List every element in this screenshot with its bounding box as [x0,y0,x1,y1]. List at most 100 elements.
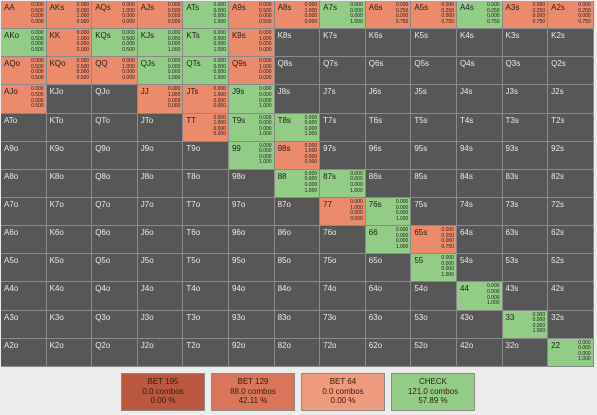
hand-cell[interactable]: 22 0.000 0.000 0.000 1.000 [548,338,594,367]
legend-item[interactable]: BET 129 88.0 combos 42.11 % [211,373,295,411]
hand-cell[interactable]: 84o [274,282,321,311]
hand-cell[interactable]: 55 0.000 0.000 0.000 1.000 [411,254,457,283]
hand-cell[interactable]: J8o [137,169,184,198]
hand-cell[interactable]: AQo 0.000 0.500 0.000 0.500 [1,57,47,86]
hand-cell[interactable]: 84s [456,169,503,198]
hand-cell[interactable]: 63s [502,226,549,255]
hand-cell[interactable]: 86s [365,169,412,198]
hand-cell[interactable]: 98o [228,169,275,198]
hand-cell[interactable]: A2s 0.000 0.250 0.000 0.750 [548,1,594,30]
hand-cell[interactable]: 76s 0.000 0.000 0.000 1.000 [365,197,412,227]
hand-cell[interactable]: A5o [1,254,47,283]
hand-cell[interactable]: 85s [411,169,457,198]
hand-cell[interactable]: 65o [365,254,412,283]
hand-cell[interactable]: KQs 0.000 0.500 0.000 0.500 [92,29,138,58]
hand-cell[interactable]: A8o [1,169,47,198]
hand-cell[interactable]: 93s [502,141,549,170]
hand-cell[interactable]: Q6s [365,57,412,86]
hand-cell[interactable]: 73s [502,197,549,227]
hand-cell[interactable]: TT 0.000 1.000 0.000 0.000 [183,113,229,142]
hand-cell[interactable]: K5o [46,254,93,283]
hand-cell[interactable]: Q7o [92,197,138,227]
hand-cell[interactable]: 54s [456,254,503,283]
hand-cell[interactable]: 65s 0.000 0.250 0.000 0.750 [411,226,457,255]
hand-cell[interactable]: 94o [228,282,275,311]
hand-cell[interactable]: 99 0.000 0.000 0.000 1.000 [228,141,275,170]
hand-cell[interactable]: Q7s [320,57,366,86]
hand-cell[interactable]: Q2o [92,338,138,367]
hand-cell[interactable]: T6o [183,226,229,255]
hand-cell[interactable]: K4o [46,282,93,311]
hand-cell[interactable]: K2s [548,29,594,58]
hand-cell[interactable]: Q3o [92,310,138,339]
hand-cell[interactable]: 62o [365,338,412,367]
hand-cell[interactable]: KTs 0.000 0.000 0.000 1.000 [183,29,229,58]
hand-cell[interactable]: KQo 0.000 0.500 0.000 0.500 [46,57,93,86]
hand-cell[interactable]: 63o [365,310,412,339]
hand-cell[interactable]: K5s [411,29,457,58]
hand-cell[interactable]: KTo [46,113,93,142]
hand-cell[interactable]: J7o [137,197,184,227]
hand-cell[interactable]: ATo [1,113,47,142]
hand-cell[interactable]: AKo 0.000 0.500 0.000 0.500 [1,29,47,58]
hand-cell[interactable]: 54o [411,282,457,311]
hand-cell[interactable]: A3s 0.000 0.250 0.000 0.750 [502,1,549,30]
hand-cell[interactable]: 92s [548,141,594,170]
hand-cell[interactable]: 52s [548,254,594,283]
hand-cell[interactable]: Q8o [92,169,138,198]
hand-cell[interactable]: 87o [274,197,321,227]
hand-cell[interactable]: J3o [137,310,184,339]
hand-cell[interactable]: 72s [548,197,594,227]
hand-cell[interactable]: 64o [365,282,412,311]
hand-cell[interactable]: JTs 0.000 1.000 0.000 0.000 [183,85,229,114]
hand-cell[interactable]: 42s [548,282,594,311]
hand-cell[interactable]: T2s [548,113,594,142]
hand-cell[interactable]: J4o [137,282,184,311]
hand-cell[interactable]: T6s [365,113,412,142]
hand-cell[interactable]: 87s 0.000 0.000 0.000 1.000 [320,169,366,198]
hand-cell[interactable]: Q3s [502,57,549,86]
hand-cell[interactable]: 95o [228,254,275,283]
hand-cell[interactable]: K9s 0.000 1.000 0.000 0.000 [228,29,275,58]
hand-cell[interactable]: A4s 0.000 0.250 0.000 0.750 [456,1,503,30]
hand-cell[interactable]: J2o [137,338,184,367]
hand-cell[interactable]: Q8s [274,57,321,86]
hand-cell[interactable]: 82s [548,169,594,198]
hand-cell[interactable]: A6s 0.000 0.250 0.000 0.750 [365,1,412,30]
hand-cell[interactable]: J8s [274,85,321,114]
hand-cell[interactable]: QJs 0.000 0.000 0.000 1.000 [137,57,184,86]
hand-cell[interactable]: K2o [46,338,93,367]
hand-cell[interactable]: A3o [1,310,47,339]
hand-cell[interactable]: K7o [46,197,93,227]
hand-cell[interactable]: J6o [137,226,184,255]
hand-cell[interactable]: T4o [183,282,229,311]
hand-cell[interactable]: Q9o [92,141,138,170]
hand-cell[interactable]: A5s 0.000 0.250 0.000 0.750 [411,1,457,30]
hand-cell[interactable]: Q6o [92,226,138,255]
hand-cell[interactable]: Q9s 0.000 1.000 0.000 0.000 [228,57,275,86]
hand-cell[interactable]: JTo [137,113,184,142]
hand-cell[interactable]: JJ 0.000 1.000 0.000 0.000 [137,85,184,114]
hand-cell[interactable]: 43s [502,282,549,311]
hand-cell[interactable]: T2o [183,338,229,367]
hand-cell[interactable]: 66 0.000 0.000 0.000 1.000 [365,226,412,255]
hand-cell[interactable]: K6s [365,29,412,58]
hand-cell[interactable]: 74s [456,197,503,227]
hand-cell[interactable]: 72o [320,338,366,367]
hand-cell[interactable]: 97s [320,141,366,170]
hand-cell[interactable]: Q5s [411,57,457,86]
hand-cell[interactable]: 73o [320,310,366,339]
hand-cell[interactable]: QTo [92,113,138,142]
hand-cell[interactable]: AA 0.000 0.500 0.500 0.000 [1,1,47,30]
hand-cell[interactable]: QTs 0.000 0.000 0.000 1.000 [183,57,229,86]
hand-cell[interactable]: KJs 0.000 0.000 0.000 1.000 [137,29,184,58]
hand-cell[interactable]: A7s 0.000 0.000 0.000 1.000 [320,1,366,30]
hand-cell[interactable]: J3s [502,85,549,114]
hand-cell[interactable]: 88 0.000 0.000 0.000 1.000 [274,169,321,198]
hand-cell[interactable]: A9o [1,141,47,170]
hand-cell[interactable]: Q5o [92,254,138,283]
hand-cell[interactable]: T7o [183,197,229,227]
hand-cell[interactable]: 83s [502,169,549,198]
hand-cell[interactable]: T8s 0.000 0.000 0.000 1.000 [274,113,321,142]
hand-cell[interactable]: Q4o [92,282,138,311]
